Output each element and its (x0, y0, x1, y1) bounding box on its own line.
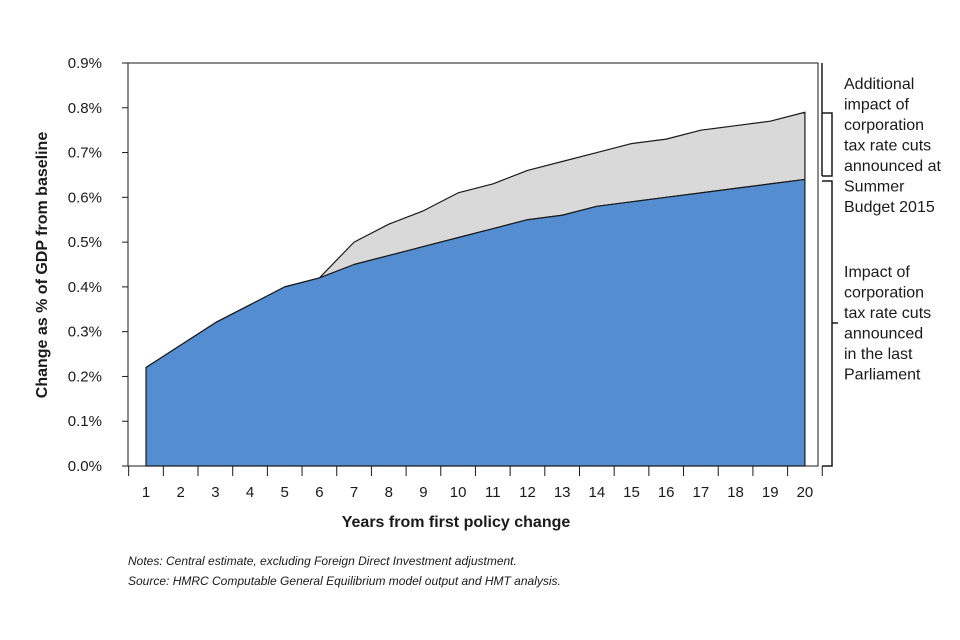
x-axis-title: Years from first policy change (342, 514, 571, 531)
source-text: Source: HMRC Computable General Equilibr… (128, 574, 561, 588)
annotation-line: Impact of (844, 264, 910, 281)
y-tick-label: 0.6% (68, 189, 102, 206)
x-tick-label: 20 (797, 484, 814, 501)
y-tick-label: 0.7% (68, 145, 102, 162)
annotation-brackets (821, 63, 838, 467)
annotation-additional-impact: Additional impact of corporation tax rate c… (844, 76, 942, 216)
annotation-line: Additional (844, 76, 914, 93)
bracket-last-parliament (822, 180, 833, 467)
area-series-base (145, 178, 806, 467)
bracket-additional (822, 112, 833, 177)
x-tick-label: 19 (762, 484, 779, 501)
x-tick-label: 3 (211, 484, 219, 501)
area-layers (145, 111, 806, 467)
annotation-line: corporation (844, 117, 924, 134)
annotation-line: impact of (844, 97, 909, 114)
x-tick-label: 4 (246, 484, 254, 501)
y-tick-label: 0.9% (68, 55, 102, 72)
annotation-line: Budget 2015 (844, 199, 935, 216)
annotation-line: tax rate cuts (844, 305, 931, 322)
annotation-last-parliament: Impact of corporation tax rate cuts announc… (844, 264, 931, 384)
notes-text: Notes: Central estimate, excluding Forei… (128, 554, 517, 568)
x-tick-label: 12 (519, 484, 536, 501)
plot-frame (127, 62, 819, 467)
y-tick-label: 0.3% (68, 324, 102, 341)
annotation-line: tax rate cuts (844, 138, 931, 155)
y-tick-label: 0.2% (68, 368, 102, 385)
x-tick-label: 18 (727, 484, 744, 501)
x-tick-label: 6 (315, 484, 323, 501)
x-tick-label: 2 (177, 484, 185, 501)
annotation-line: announced (844, 326, 923, 343)
x-tick-label: 11 (485, 484, 501, 501)
annotation-line: announced at (844, 158, 942, 175)
x-tick-label: 16 (658, 484, 675, 501)
x-tick-label: 15 (623, 484, 640, 501)
annotation-line: Summer (844, 179, 905, 196)
x-tick-label: 14 (588, 484, 605, 501)
x-tick-label: 17 (693, 484, 710, 501)
y-axis-ticks: 0.0% 0.1% 0.2% 0.3% 0.4% 0.5% 0.6% 0.7% 0.8% 0.9% (68, 55, 128, 475)
annotation-line: Parliament (844, 367, 921, 384)
x-tick-label: 8 (385, 484, 393, 501)
plot-border (127, 62, 819, 467)
y-tick-label: 0.0% (68, 458, 102, 475)
annotation-line: corporation (844, 285, 924, 302)
x-axis-ticks: 1 2 3 4 5 6 7 8 9 10 11 12 13 14 15 16 17 18 19 20 (128, 466, 823, 501)
x-tick-label: 7 (350, 484, 358, 501)
y-tick-label: 0.1% (68, 413, 102, 430)
y-tick-label: 0.5% (68, 234, 102, 251)
y-tick-label: 0.8% (68, 100, 102, 117)
x-tick-label: 9 (419, 484, 427, 501)
y-tick-label: 0.4% (68, 279, 102, 296)
x-tick-label: 13 (554, 484, 571, 501)
x-tick-label: 10 (450, 484, 467, 501)
x-tick-label: 5 (281, 484, 289, 501)
annotation-line: in the last (844, 346, 913, 363)
x-tick-label: 1 (142, 484, 150, 501)
y-axis-title: Change as % of GDP from baseline (34, 132, 51, 399)
